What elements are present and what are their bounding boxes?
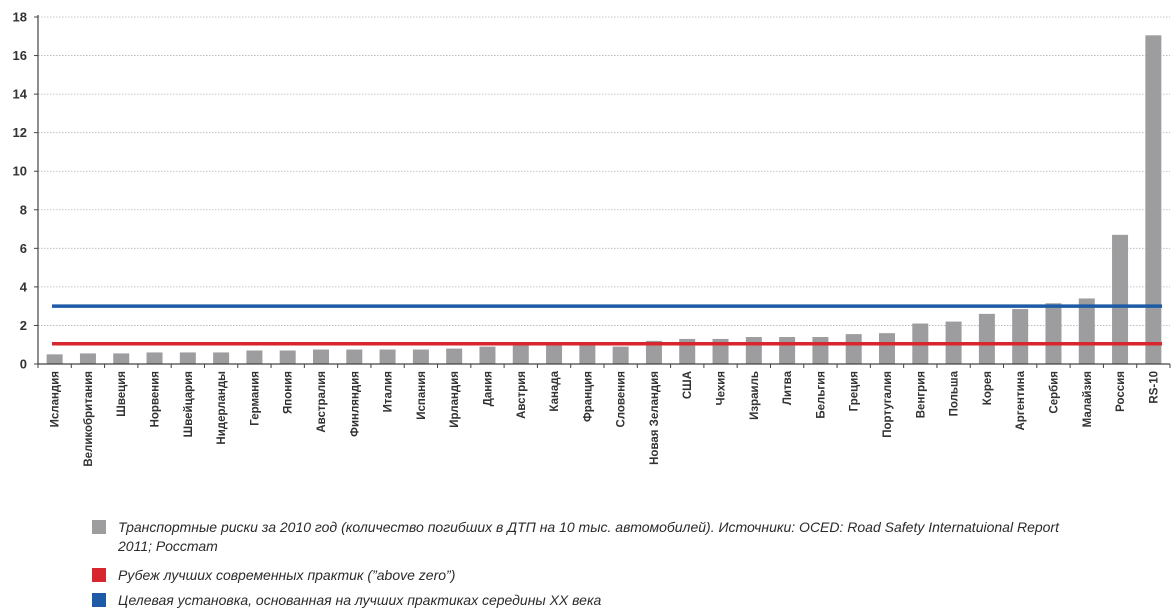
legend-label: Рубеж лучших современных практик (”above… — [118, 567, 456, 583]
y-tick-label: 4 — [20, 279, 28, 294]
x-tick-label: Норвения — [150, 371, 162, 427]
bar-chart: 0 2 4 6 8 10 12 14 16 18 Исландия Великобритания Шв… — [13, 10, 1171, 467]
x-tick-label: Австрия — [516, 371, 528, 419]
bar — [879, 333, 895, 364]
axes — [37, 15, 1171, 368]
bar — [346, 349, 363, 364]
x-tick-label: Великобритания — [83, 371, 95, 467]
bar — [1145, 35, 1162, 364]
bar — [79, 353, 96, 364]
y-tick-label: 6 — [20, 241, 27, 256]
grid-lines — [34, 16, 1170, 365]
legend-item-red-line: Рубеж лучших современных практик (”above… — [92, 566, 1078, 585]
x-tick-label: Португалия — [882, 371, 894, 438]
legend-label: Транспортные риски за 2010 год (количест… — [118, 519, 1059, 554]
x-tick-label: Чехия — [716, 371, 728, 406]
bar — [179, 352, 196, 364]
x-tick-label: Италия — [383, 371, 395, 412]
x-tick-label: Канада — [549, 370, 561, 411]
bar — [213, 352, 230, 364]
x-tick-label: Малайзия — [1082, 371, 1094, 427]
bar — [812, 337, 829, 364]
bar — [978, 313, 995, 364]
x-tick-label: Аргентина — [1015, 370, 1027, 430]
x-tick-label: RS-10 — [1148, 371, 1160, 404]
x-tick-label: Словения — [616, 371, 628, 428]
legend-swatch-blue — [92, 593, 106, 607]
x-tick-label: Германия — [249, 371, 261, 426]
bar — [379, 349, 396, 364]
bar — [46, 354, 63, 364]
bars — [46, 35, 1162, 364]
x-tick-label: Новая Зеландия — [649, 371, 661, 465]
x-tick-label: США — [682, 371, 694, 399]
x-tick-label: Финляндия — [349, 371, 361, 437]
bar — [446, 348, 463, 364]
bar — [246, 350, 263, 364]
legend-swatch-grey — [92, 520, 106, 534]
legend-item-blue-line: Целевая установка, основанная на лучших … — [92, 591, 1078, 610]
bar — [612, 346, 629, 364]
bar — [1012, 309, 1029, 364]
bar — [279, 350, 296, 364]
legend-label: Целевая установка, основанная на лучших … — [118, 592, 602, 608]
x-tick-label: Швеция — [116, 371, 128, 417]
x-tick-label: Израиль — [749, 371, 761, 420]
x-tick-label: Япония — [283, 371, 295, 414]
bar — [1078, 298, 1095, 364]
x-tick-label: Франция — [582, 371, 594, 422]
x-axis-tick-labels: Исландия Великобритания Швеция Норвения Швей… — [50, 370, 1161, 466]
bar — [113, 353, 130, 364]
reference-lines — [52, 304, 1162, 346]
y-tick-label: 0 — [20, 357, 27, 372]
y-tick-label: 12 — [13, 125, 27, 140]
x-tick-label: Сербия — [1048, 371, 1060, 414]
bar — [645, 340, 662, 364]
bar — [579, 344, 596, 364]
legend-item-risk: Транспортные риски за 2010 год (количест… — [92, 518, 1078, 556]
x-tick-label: Корея — [982, 371, 994, 405]
bar — [146, 352, 163, 364]
x-tick-label: Дания — [482, 371, 494, 406]
x-tick-label: Швейцария — [183, 371, 195, 437]
x-tick-label: Исландия — [50, 371, 62, 427]
y-axis-tick-labels: 0 2 4 6 8 10 12 14 16 18 — [13, 10, 28, 372]
bar — [412, 349, 429, 364]
y-tick-label: 14 — [13, 87, 28, 102]
y-tick-label: 16 — [13, 48, 27, 63]
x-tick-label: Греция — [849, 371, 861, 411]
x-tick-label: Россия — [1115, 371, 1127, 412]
y-tick-label: 8 — [20, 202, 27, 217]
legend-swatch-red — [92, 568, 106, 582]
y-tick-label: 10 — [13, 164, 27, 179]
x-tick-label: Австралия — [316, 371, 328, 433]
bar — [479, 346, 496, 364]
bar — [845, 334, 862, 364]
x-tick-label: Ирландия — [449, 371, 461, 428]
x-tick-label: Литва — [782, 370, 794, 405]
x-tick-label: Бельгия — [815, 371, 827, 419]
x-tick-label: Нидерланды — [216, 371, 228, 445]
bar — [512, 343, 529, 364]
bar — [1112, 234, 1129, 364]
bar — [313, 349, 329, 364]
bar — [779, 337, 796, 364]
bar — [546, 343, 563, 364]
bar — [1045, 303, 1062, 364]
x-tick-label: Венгрия — [915, 371, 927, 418]
bar — [745, 337, 762, 364]
x-tick-label: Испания — [416, 371, 428, 420]
x-tick-label: Польша — [949, 370, 961, 416]
y-tick-label: 2 — [20, 318, 27, 333]
y-tick-label: 18 — [13, 10, 27, 25]
